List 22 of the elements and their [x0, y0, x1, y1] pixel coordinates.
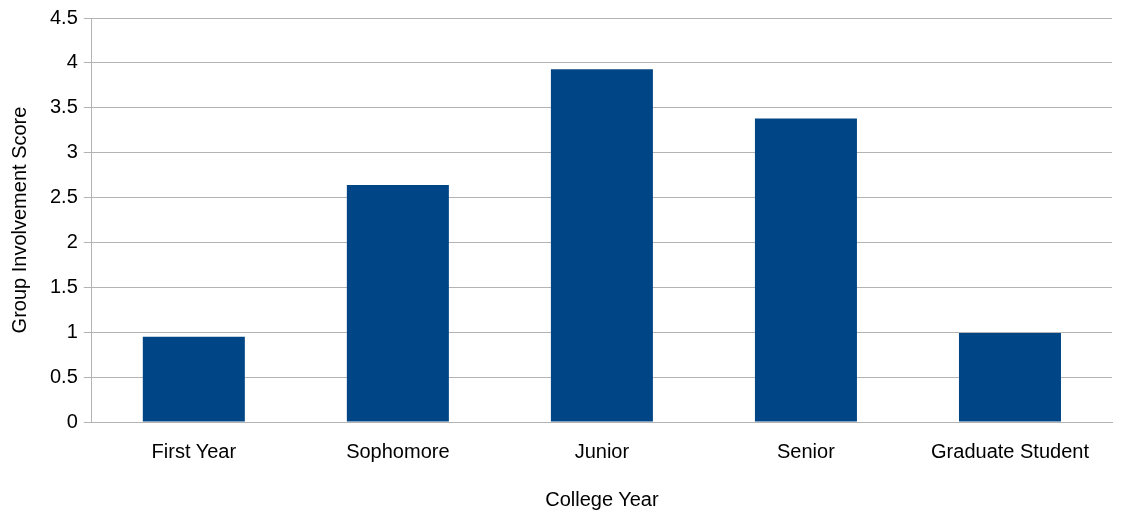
bar — [754, 118, 857, 422]
bar — [142, 336, 245, 422]
x-tick-label: First Year — [151, 439, 237, 462]
x-tick-label: Junior — [574, 439, 630, 462]
y-tick-label: 2 — [66, 229, 78, 252]
y-tick-label: 0 — [66, 409, 78, 432]
y-tick-label: 4.5 — [49, 5, 78, 28]
bar — [550, 69, 653, 422]
bar — [346, 184, 449, 422]
y-tick-label: 1 — [66, 319, 78, 342]
y-tick-label: 3 — [66, 140, 78, 163]
x-tick-label: Graduate Student — [931, 439, 1090, 462]
x-tick-label: Senior — [777, 439, 836, 462]
y-tick-label: 4 — [66, 50, 78, 73]
x-axis-title: College Year — [545, 487, 659, 510]
y-tick-label: 3.5 — [49, 95, 78, 118]
y-axis-title: Group Involvement Score — [7, 106, 30, 334]
y-tick-label: 1.5 — [49, 274, 78, 297]
y-tick-label: 2.5 — [49, 185, 78, 208]
y-tick-label: 0.5 — [49, 364, 78, 387]
x-tick-label: Sophomore — [346, 439, 450, 462]
bar — [958, 333, 1061, 422]
